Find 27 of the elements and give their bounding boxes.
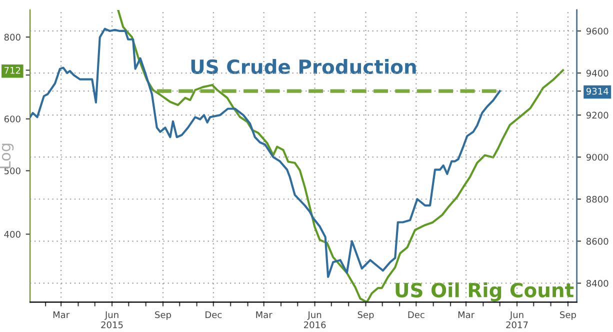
x-tick-label: Jun 2016 [304, 311, 326, 328]
x-tick-label: Sep [560, 311, 576, 320]
x-tick-label: Sep [155, 311, 172, 320]
x-tick-label: Mar [458, 311, 475, 318]
x-tick-label: Dec [408, 311, 424, 318]
y2-tick-label: 9200 [586, 112, 608, 119]
x-tick-label: Mar [53, 311, 70, 318]
x-tick-label: Sep [358, 311, 374, 320]
y2-tick-label: 9314 [586, 88, 608, 95]
y2-tick-label: 8400 [586, 280, 608, 287]
y-tick-label: 600 [4, 116, 20, 122]
x-tick-label: Jun 2017 [506, 311, 528, 328]
y-tick-label: 500 [4, 167, 20, 174]
y-tick-label: 712 [4, 66, 20, 74]
x-tick-label: Jun 2015 [101, 311, 123, 328]
y2-tick-label: 9600 [586, 28, 608, 35]
line-series [30, 28, 501, 278]
x-tick-label: Dec [206, 311, 222, 318]
y2-tick-label: 8800 [586, 196, 608, 203]
x-tick-label: Mar [256, 311, 272, 318]
y2-tick-label: 9000 [586, 154, 608, 161]
series-label: US Oil Rig Count [396, 282, 574, 302]
y-tick-label: 800 [4, 34, 20, 41]
y2-tick-label: 8600 [586, 238, 608, 245]
y-tick-label: 400 [4, 230, 20, 238]
y2-tick-label: 9400 [586, 70, 608, 77]
text: US Crude Production [191, 58, 416, 74]
